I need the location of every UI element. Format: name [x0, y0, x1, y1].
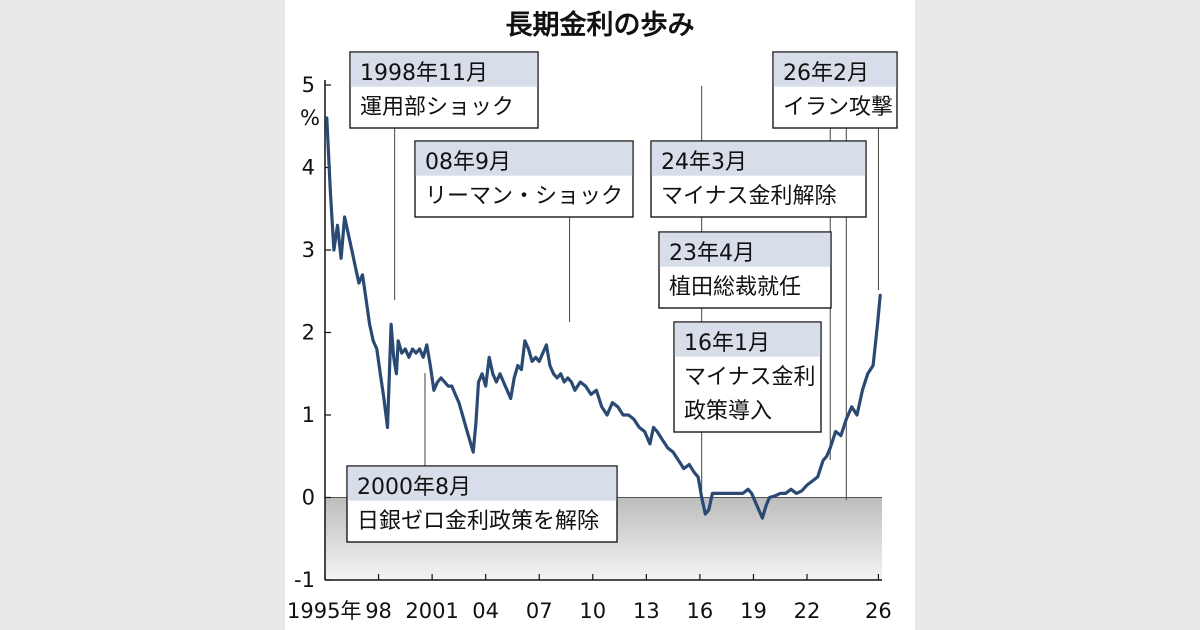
x-tick-label: 1995年: [287, 599, 361, 623]
x-tick-label: 22: [794, 599, 821, 623]
annotation-event: マイナス金利解除: [661, 184, 837, 209]
x-tick-label: 98: [365, 599, 392, 623]
x-tick-label: 10: [579, 599, 606, 623]
chart-title: 長期金利の歩み: [506, 9, 695, 41]
y-axis-unit: %: [300, 106, 320, 130]
annotation-date-band: [415, 141, 633, 176]
chart-panel: 長期金利の歩み 5 4 3 2 1 0 -1 1995年 98 2001 04 07 10 13 16 19 2…: [285, 0, 915, 630]
annotation-event: 政策導入: [684, 399, 772, 424]
annotations: 1998年11月運用部ショック08年9月リーマン・ショック26年2月イラン攻撃2…: [346, 51, 898, 543]
annotation-date: 24年3月: [661, 150, 747, 175]
y-tick-label: -1: [294, 568, 315, 592]
x-tick-label: 19: [740, 599, 767, 623]
annotation-date: 2000年8月: [357, 475, 471, 500]
annotation-date: 16年1月: [684, 331, 770, 356]
x-tick-label: 26: [865, 599, 892, 623]
series-layer: [325, 116, 882, 520]
y-tick-label: 5: [302, 73, 315, 97]
y-tick-label: 0: [302, 486, 315, 510]
annotation-date: 23年4月: [669, 241, 755, 266]
x-tick-label: 2001: [405, 599, 458, 623]
x-tick-label: 16: [687, 599, 714, 623]
annotation-date-band: [773, 52, 897, 87]
x-tick-label: 04: [472, 599, 499, 623]
annotation-event: 運用部ショック: [360, 95, 514, 120]
annotation-event: 日銀ゼロ金利政策を解除: [357, 509, 599, 534]
annotation-event: マイナス金利: [684, 365, 816, 390]
x-tick-label: 13: [633, 599, 660, 623]
annotation-event: イラン攻撃: [783, 95, 893, 120]
annotation-date: 1998年11月: [360, 61, 488, 86]
annotation-date-band: [674, 322, 821, 357]
annotation-date: 26年2月: [783, 61, 869, 86]
annotation-event: 植田総裁就任: [669, 275, 801, 300]
series-line-0: [325, 116, 882, 520]
annotation-date-band: [350, 52, 538, 87]
y-tick-label: 3: [302, 238, 315, 262]
y-tick-label: 2: [302, 321, 315, 345]
annotation-date-band: [651, 141, 866, 176]
annotation-date: 08年9月: [425, 150, 511, 175]
y-tick-label: 1: [302, 403, 315, 427]
y-tick-label: 4: [302, 156, 315, 180]
annotation-date-band: [347, 466, 617, 501]
annotation-event: リーマン・ショック: [425, 184, 623, 209]
x-tick-label: 07: [526, 599, 553, 623]
annotation-date-band: [659, 232, 831, 267]
